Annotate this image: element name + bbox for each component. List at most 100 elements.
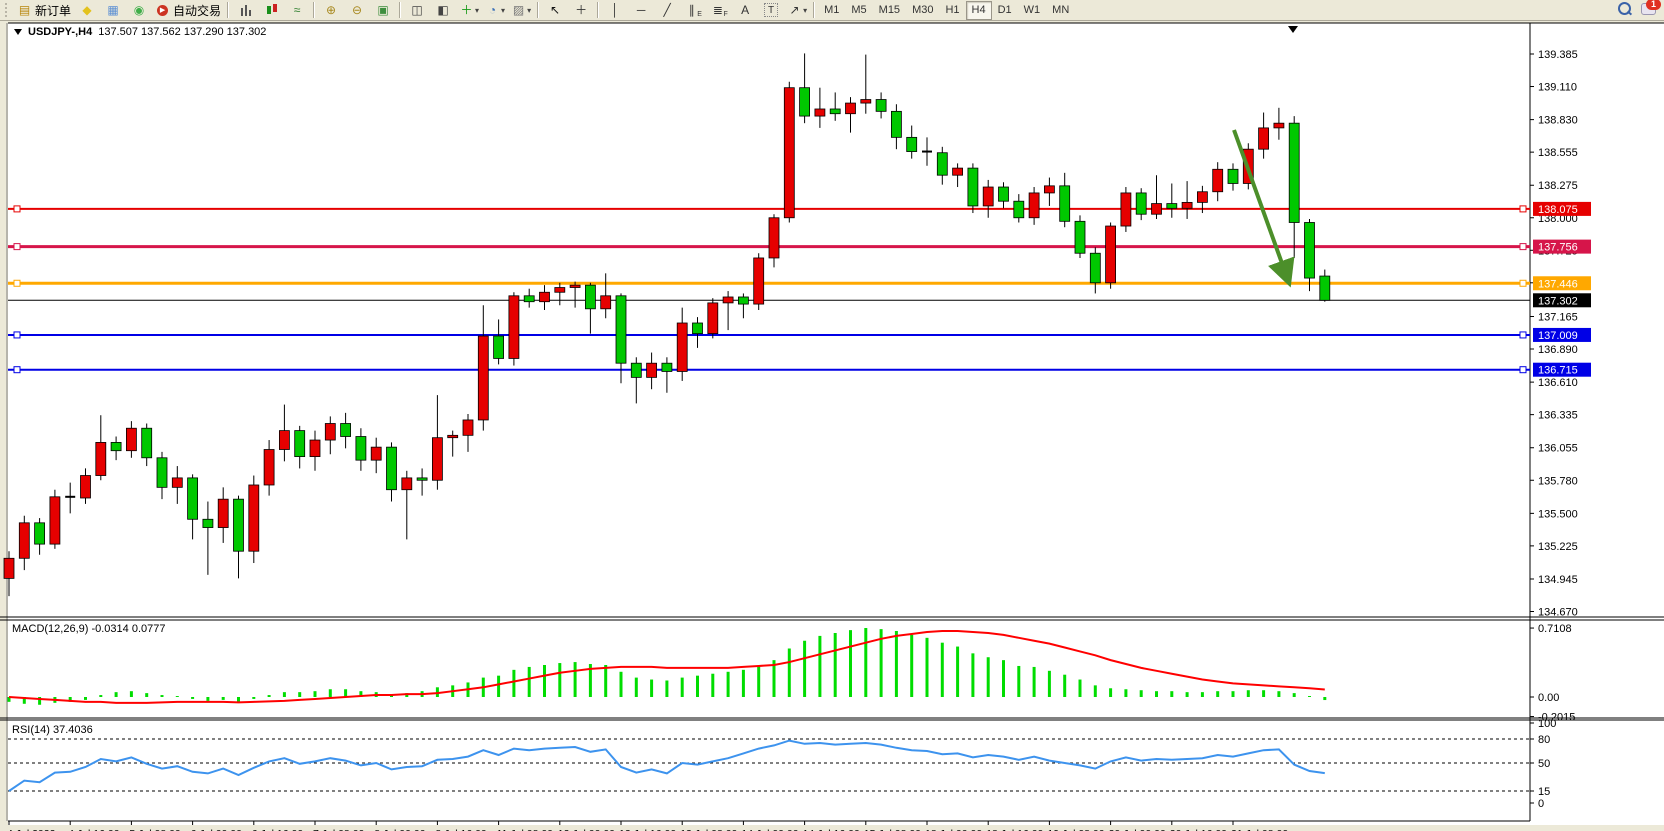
chart-title-symbol: USDJPY-,H4 [28,26,93,38]
cursor-tool-icon: ↖ [550,2,561,17]
auto-trading-button[interactable]: ▶ 自动交易 [152,0,224,20]
line-handle[interactable] [1519,205,1527,213]
indicator-window-2-icon: ◧ [437,2,449,17]
timeframe-m1-button[interactable]: M1 [824,4,840,16]
chart-window: 139.385 139.110 138.830 138.555 138.275 138.0… [0,21,1664,831]
indicator-window-2-button[interactable]: ◧ [430,0,456,20]
caret-down-icon: ▾ [475,5,480,15]
line-chart-type-button[interactable]: ≈ [284,0,310,20]
horizontal-line-tool-button[interactable]: ─ [628,0,654,20]
line-handle[interactable] [13,205,21,213]
svg-text:5 Jul 08:00: 5 Jul 08:00 [129,828,181,831]
price-label-137.009: 137.009 [1533,327,1591,342]
macd-label: MACD(12,26,9) -0.0314 0.0777 [12,623,166,635]
line-handle[interactable] [13,366,21,374]
timeframe-h1-button[interactable]: H1 [945,4,960,16]
candlestick-chart-type-button[interactable] [258,0,284,20]
timeframe-h4-button[interactable]: H4 [965,0,992,20]
tile-windows-icon: ▣ [377,2,389,17]
shapes-tool-button[interactable]: ↗ ▾ [784,0,810,20]
rsi-label: RSI(14) 37.4036 [12,724,93,736]
toolbar-grip[interactable] [5,3,11,17]
zoom-out-icon: ⊖ [352,2,363,17]
crosshair-tool-button[interactable]: ＋ [568,0,594,20]
price-label-137.446: 137.446 [1533,276,1591,291]
svg-text:18 Jul 00:00: 18 Jul 00:00 [925,828,982,831]
tile-windows-button[interactable]: ▣ [370,0,396,20]
new-order-button[interactable]: ▤ 新订单 [14,0,74,20]
horizontal-line-tool-icon: ─ [636,2,646,17]
timeframe-m15-button[interactable]: M15 [878,4,901,16]
indicator-window-button[interactable]: ◫ [404,0,430,20]
svg-text:136.055: 136.055 [1538,443,1578,455]
market-watch-icon: ◆ [82,2,92,17]
candles-layer [3,53,1331,597]
line-handle[interactable] [1519,279,1527,287]
zoom-out-button[interactable]: ⊖ [344,0,370,20]
chart-canvas[interactable]: 139.385 139.110 138.830 138.555 138.275 138.0… [0,21,1664,831]
notifications-icon[interactable]: 1 [1641,0,1661,15]
label-tool-button[interactable]: T [758,0,784,20]
timeframe-w1-button[interactable]: W1 [1023,4,1041,16]
signals-icon: ◉ [133,2,145,17]
toolbar-separator [537,2,540,18]
caret-down-icon: ▾ [803,5,808,15]
toolbar-separator [813,2,816,18]
period-selector-icon: ◔ [488,2,497,17]
templates-button[interactable]: ▨ ▾ [508,0,534,20]
period-selector-button[interactable]: ◔ ▾ [482,0,508,20]
trendline-tool-button[interactable]: ╱ [654,0,680,20]
zoom-in-button[interactable]: ⊕ [318,0,344,20]
add-indicator-button[interactable]: ＋ ▾ [456,0,482,20]
svg-text:19 Jul 08:00: 19 Jul 08:00 [1047,828,1104,831]
timeframe-m5-button[interactable]: M5 [851,4,867,16]
crosshair-tool-icon: ＋ [575,2,588,17]
line-handle[interactable] [13,331,21,339]
bar-chart-type-button[interactable] [232,0,258,20]
chart-window-button[interactable]: ▦ [100,0,126,20]
svg-text:138.275: 138.275 [1538,180,1578,192]
svg-text:8 Jul 16:00: 8 Jul 16:00 [435,828,487,831]
svg-text:12 Jul 16:00: 12 Jul 16:00 [619,828,676,831]
timeframe-mn-button[interactable]: MN [1052,4,1070,16]
symbol-dropdown-icon[interactable] [14,29,22,35]
search-icon[interactable] [1618,2,1631,15]
line-handle[interactable] [1519,366,1527,374]
signals-button[interactable]: ◉ [126,0,152,20]
svg-text:134.945: 134.945 [1538,574,1578,586]
channel-tool-button[interactable]: ∥ E [680,0,706,20]
trend-arrow-annotation[interactable] [1232,129,1295,288]
svg-text:138.075: 138.075 [1538,204,1578,216]
time-axis[interactable]: 4 Jul 2022 4 Jul 16:00 5 Jul 08:00 6 Jul 00… [7,821,1288,831]
timeframe-m30-button[interactable]: M30 [912,4,934,16]
svg-text:18 Jul 16:00: 18 Jul 16:00 [986,828,1043,831]
bar-chart-type-icon [238,3,253,18]
zoom-in-icon: ⊕ [326,2,337,17]
svg-text:13 Jul 08:00: 13 Jul 08:00 [680,828,737,831]
new-order-icon: ▤ [18,2,31,17]
timeframe-d1-button[interactable]: D1 [997,4,1012,16]
svg-text:134.670: 134.670 [1538,607,1578,619]
line-handle[interactable] [1519,331,1527,339]
line-handle[interactable] [13,279,21,287]
rsi-line [8,739,1325,792]
vertical-line-tool-button[interactable]: │ [602,0,628,20]
cursor-tool-button[interactable]: ↖ [542,0,568,20]
svg-text:11 Jul 08:00: 11 Jul 08:00 [497,828,554,831]
toolbar-separator [227,2,230,18]
line-handle[interactable] [1519,243,1527,251]
line-handle[interactable] [13,243,21,251]
text-tool-button[interactable]: A [732,0,758,20]
market-watch-button[interactable]: ◆ [74,0,100,20]
fibonacci-tool-button[interactable]: ≣ F [706,0,732,20]
svg-text:139.110: 139.110 [1538,82,1577,94]
chart-shift-marker[interactable] [1288,26,1298,33]
svg-text:12 Jul 00:00: 12 Jul 00:00 [558,828,615,831]
fibonacci-tool-icon: ≣ F [712,2,728,18]
svg-text:137.165: 137.165 [1538,311,1578,323]
svg-text:100: 100 [1538,718,1556,730]
svg-text:14 Jul 16:00: 14 Jul 16:00 [803,828,860,831]
caret-down-icon: ▾ [501,5,506,15]
svg-text:6 Jul 00:00: 6 Jul 00:00 [191,828,243,831]
